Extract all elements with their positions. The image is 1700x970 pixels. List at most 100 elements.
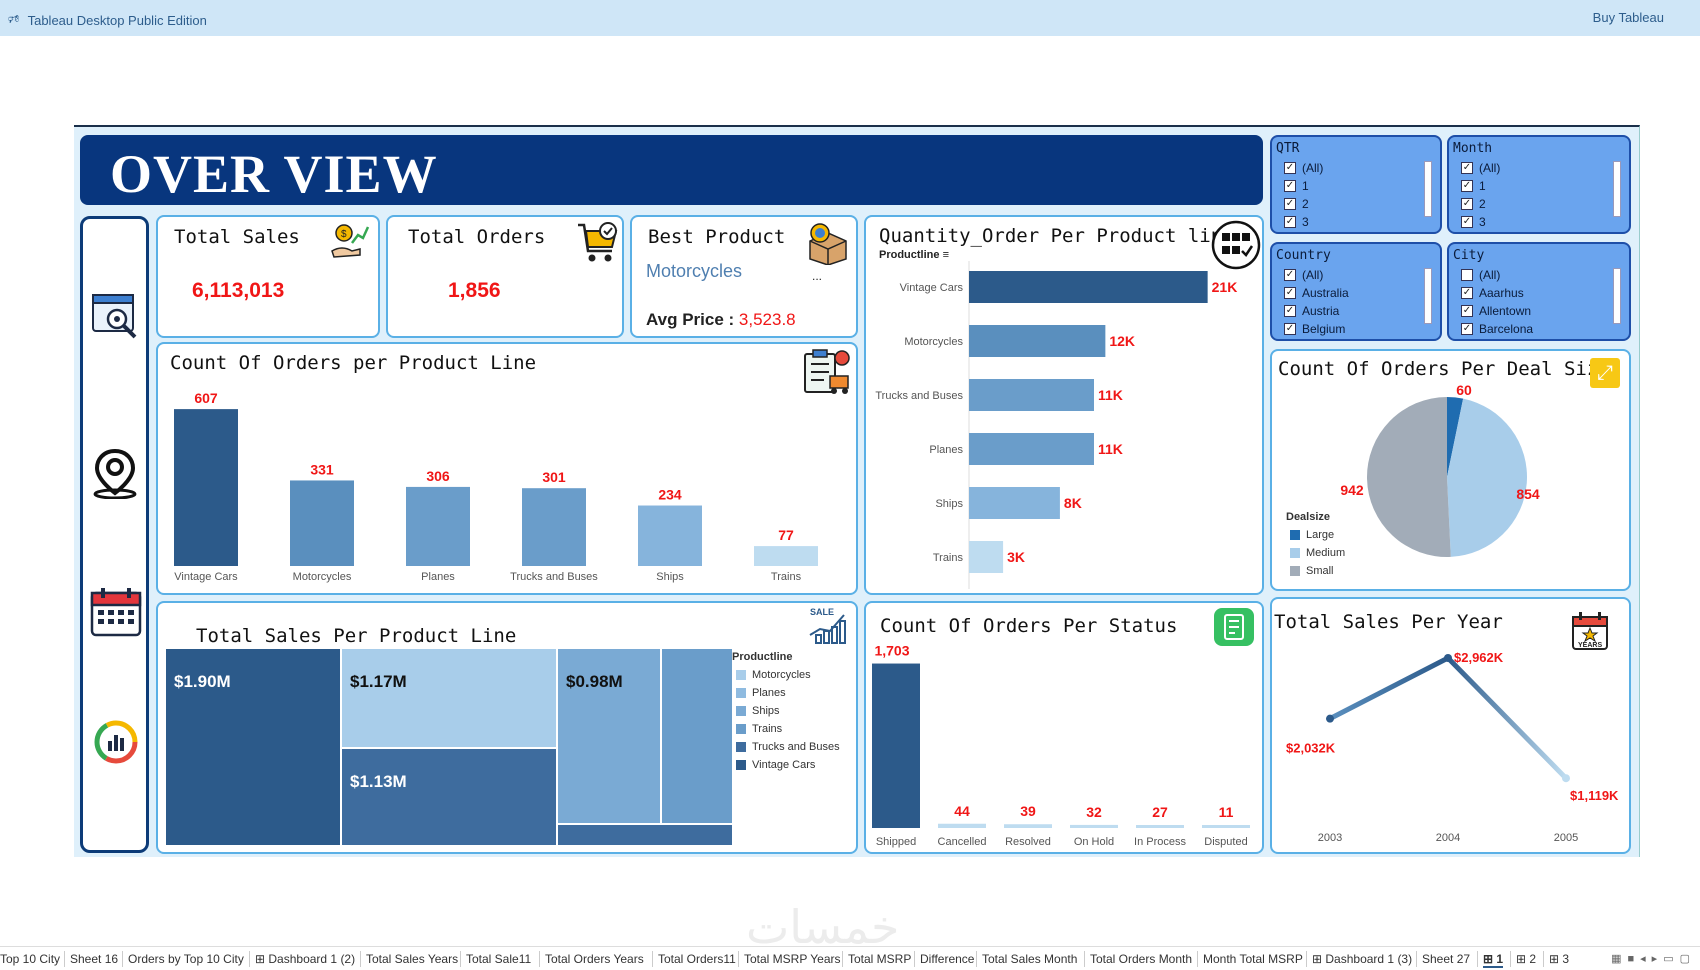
analytics-gauge-icon[interactable] [93, 719, 139, 765]
filter-scrollbar[interactable] [1613, 161, 1621, 217]
sort-productline-label[interactable]: Productline ≡ [879, 249, 949, 261]
calendar-icon[interactable] [89, 587, 143, 637]
checkbox-unchecked[interactable] [1461, 269, 1473, 281]
bar[interactable] [1202, 825, 1250, 828]
sheet-tab[interactable]: Month Total MSRP [1203, 952, 1303, 966]
checkbox-checked[interactable]: ✓ [1284, 269, 1296, 281]
bar[interactable] [522, 488, 586, 566]
checkbox-checked[interactable]: ✓ [1461, 180, 1473, 192]
bar[interactable] [638, 505, 702, 566]
location-pin-icon[interactable] [89, 447, 141, 499]
search-report-icon[interactable] [91, 293, 139, 339]
filter-scrollbar[interactable] [1424, 161, 1432, 217]
bar[interactable] [1004, 824, 1052, 828]
filter-qtr[interactable]: QTR ✓ (All) ✓ 1 ✓ 2 ✓ 3 [1270, 135, 1442, 234]
checkbox-checked[interactable]: ✓ [1461, 323, 1473, 335]
bar[interactable] [174, 409, 238, 566]
view-controls[interactable]: ▦■◂▸▭▢ [1611, 953, 1696, 965]
checkbox-checked[interactable]: ✓ [1284, 305, 1296, 317]
sheet-tab[interactable]: ⊞ 1 [1483, 952, 1504, 968]
sheet-tab[interactable]: Total MSRP [848, 952, 911, 966]
filter-option[interactable]: ✓ Allentown [1461, 304, 1531, 318]
sheet-tab[interactable]: ⊞ Dashboard 1 (3) [1312, 952, 1412, 966]
filter-option[interactable]: (All) [1461, 268, 1500, 282]
sheet-tab[interactable]: Total Orders Month [1090, 952, 1192, 966]
bar[interactable] [969, 271, 1208, 303]
bar[interactable] [969, 541, 1004, 573]
pie-slice[interactable] [1366, 397, 1451, 557]
bar[interactable] [969, 433, 1094, 465]
checkbox-checked[interactable]: ✓ [1284, 287, 1296, 299]
filter-option[interactable]: ✓ 1 [1284, 179, 1309, 193]
expand-icon[interactable]: ⤢ [1590, 358, 1620, 388]
line-point[interactable] [1562, 774, 1570, 783]
checkbox-checked[interactable]: ✓ [1461, 216, 1473, 228]
filter-country[interactable]: Country ✓ (All) ✓ Australia ✓ Austria ✓ Belgium [1270, 242, 1442, 341]
series-line[interactable] [1328, 655, 1568, 780]
filter-option[interactable]: ✓ Belgium [1284, 322, 1345, 336]
sheet-tab[interactable]: Orders by Top 10 City [128, 952, 244, 966]
bar[interactable] [754, 546, 818, 566]
legend-item[interactable]: Trucks and Buses [736, 741, 840, 753]
legend-item[interactable]: Motorcycles [736, 669, 811, 681]
filter-option[interactable]: ✓ 2 [1284, 197, 1309, 211]
sheet-tab[interactable]: ⊞ 3 [1549, 952, 1569, 966]
filter-option[interactable]: ✓ Aaarhus [1461, 286, 1524, 300]
sheet-tab[interactable]: Sheet 16 [70, 952, 118, 966]
checkbox-checked[interactable]: ✓ [1284, 323, 1296, 335]
bar[interactable] [872, 663, 920, 828]
sheet-tab[interactable]: ⊞ 2 [1516, 952, 1536, 966]
pie-slice[interactable] [1447, 398, 1527, 557]
bar[interactable] [1070, 824, 1118, 828]
filter-option[interactable]: ✓ (All) [1461, 161, 1500, 175]
treemap-cell[interactable] [166, 649, 340, 845]
sort-icon[interactable]: ≡ [942, 249, 949, 261]
line-point[interactable] [1326, 714, 1334, 723]
legend-item[interactable]: Vintage Cars [736, 759, 815, 771]
treemap-cell[interactable] [662, 649, 732, 823]
sheet-tab[interactable]: Total Orders Years [545, 952, 644, 966]
checkbox-checked[interactable]: ✓ [1461, 305, 1473, 317]
legend-item[interactable]: Medium [1290, 547, 1345, 559]
legend-item[interactable]: Ships [736, 705, 780, 717]
line-point[interactable] [1444, 654, 1452, 662]
pie-slice[interactable] [1447, 397, 1464, 477]
checkbox-checked[interactable]: ✓ [1284, 162, 1296, 174]
filter-option[interactable]: ✓ 3 [1461, 215, 1486, 229]
sheet-tab[interactable]: Sheet 27 [1422, 952, 1470, 966]
treemap-cell[interactable] [558, 825, 732, 845]
sheet-tab[interactable]: Difference [920, 952, 974, 966]
treemap-cell[interactable] [342, 749, 556, 845]
bar[interactable] [969, 379, 1094, 411]
filter-scrollbar[interactable] [1424, 268, 1432, 324]
legend-item[interactable]: Large [1290, 529, 1334, 541]
sheet-tab[interactable]: Total Sale11 [466, 952, 531, 966]
checkbox-checked[interactable]: ✓ [1284, 216, 1296, 228]
sheet-tab[interactable]: Top 10 City [0, 952, 60, 966]
sheet-tab[interactable]: Total Orders11 [658, 952, 736, 966]
checkbox-checked[interactable]: ✓ [1461, 287, 1473, 299]
treemap-cell[interactable] [342, 649, 556, 747]
filter-option[interactable]: ✓ Barcelona [1461, 322, 1533, 336]
sheet-tab[interactable]: Total MSRP Years [744, 952, 841, 966]
filter-option[interactable]: ✓ (All) [1284, 161, 1323, 175]
filter-option[interactable]: ✓ 2 [1461, 197, 1486, 211]
sheet-tab[interactable]: Total Sales Month [982, 952, 1077, 966]
bar[interactable] [290, 480, 354, 566]
sheet-tab[interactable]: Total Sales Years [366, 952, 458, 966]
legend-item[interactable]: Trains [736, 723, 782, 735]
legend-item[interactable]: Small [1290, 565, 1334, 577]
bar[interactable] [969, 487, 1060, 519]
filter-option[interactable]: ✓ Australia [1284, 286, 1349, 300]
bar[interactable] [969, 325, 1106, 357]
checkbox-checked[interactable]: ✓ [1461, 162, 1473, 174]
legend-item[interactable]: Planes [736, 687, 786, 699]
filter-option[interactable]: ✓ 1 [1461, 179, 1486, 193]
filter-option[interactable]: ✓ (All) [1284, 268, 1323, 282]
checkbox-checked[interactable]: ✓ [1284, 198, 1296, 210]
filter-option[interactable]: ✓ Austria [1284, 304, 1339, 318]
filter-scrollbar[interactable] [1613, 268, 1621, 324]
bar[interactable] [1136, 825, 1184, 828]
filter-city[interactable]: City (All) ✓ Aaarhus ✓ Allentown ✓ Barcelona [1447, 242, 1631, 341]
sheet-tab[interactable]: ⊞ Dashboard 1 (2) [255, 952, 355, 966]
